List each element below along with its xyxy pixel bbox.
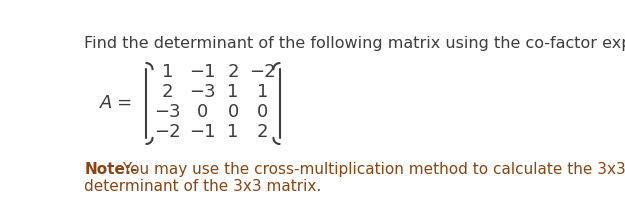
Text: A =: A = — [100, 94, 133, 112]
Text: 0: 0 — [196, 103, 208, 121]
Text: 1: 1 — [228, 123, 239, 141]
Text: Note:-: Note:- — [84, 162, 138, 177]
Text: 0: 0 — [257, 103, 268, 121]
Text: 1: 1 — [161, 63, 173, 81]
Text: 2: 2 — [228, 63, 239, 81]
Text: 1: 1 — [257, 83, 268, 101]
Text: 1: 1 — [228, 83, 239, 101]
Text: −1: −1 — [189, 63, 216, 81]
Text: −3: −3 — [154, 103, 181, 121]
Text: −3: −3 — [189, 83, 216, 101]
Text: You may use the cross-multiplication method to calculate the 3x3 minor, i.e. the: You may use the cross-multiplication met… — [118, 162, 625, 177]
Text: 2: 2 — [257, 123, 268, 141]
Text: −2: −2 — [154, 123, 181, 141]
Text: determinant of the 3x3 matrix.: determinant of the 3x3 matrix. — [84, 179, 322, 194]
Text: Find the determinant of the following matrix using the co-factor expansion metho: Find the determinant of the following ma… — [84, 36, 625, 51]
Text: 0: 0 — [228, 103, 239, 121]
Text: 2: 2 — [161, 83, 173, 101]
Text: −1: −1 — [189, 123, 216, 141]
Text: −2: −2 — [249, 63, 276, 81]
